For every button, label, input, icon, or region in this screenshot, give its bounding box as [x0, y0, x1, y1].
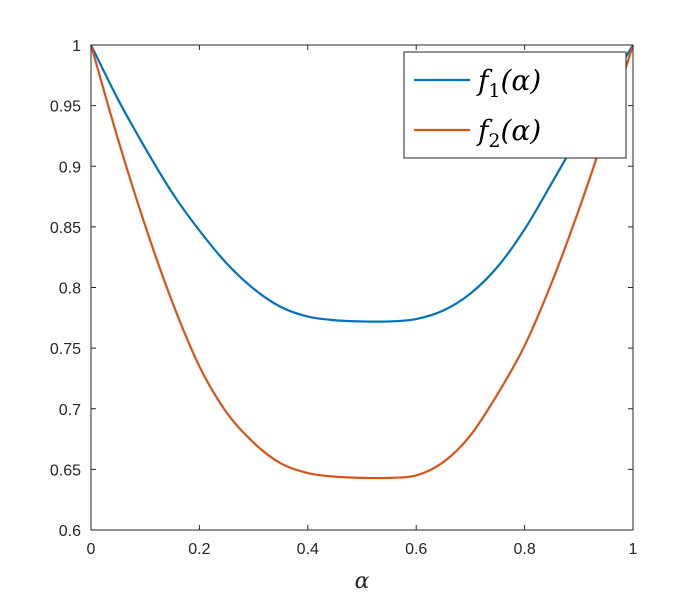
y-tick-label: 0.7: [59, 402, 81, 419]
legend-label-1: f1(α): [476, 64, 541, 102]
y-tick-label: 0.65: [50, 462, 81, 479]
legend: f1(α) f2(α): [403, 51, 627, 159]
x-tick-label: 0: [87, 541, 96, 558]
legend-box: [403, 51, 627, 159]
x-tick-label: 0.8: [513, 541, 535, 558]
series-layer: [89, 44, 635, 480]
legend-label-2: f2(α): [476, 114, 541, 152]
x-tick-label: 1: [629, 541, 638, 558]
x-axis-label: α: [355, 569, 370, 594]
series-line-1: [90, 44, 634, 323]
y-tick-label: 1: [72, 38, 81, 55]
x-tick-label: 0.4: [297, 541, 319, 558]
y-tick-label: 0.8: [59, 281, 81, 298]
series-line-2: [89, 44, 635, 480]
y-tick-label: 0.75: [50, 341, 81, 358]
x-tick-label: 0.2: [188, 541, 210, 558]
y-tick-label: 0.6: [59, 523, 81, 540]
ticks-layer: 0 0.2 0.4 0.6 0.8 1 0.6 0.65 0.7 0.75 0.8 0.85 0.9 0.…: [50, 38, 638, 558]
y-tick-label: 0.85: [50, 220, 81, 237]
x-tick-label: 0.6: [405, 541, 427, 558]
y-tick-label: 0.9: [59, 159, 81, 176]
y-tick-label: 0.95: [50, 99, 81, 116]
